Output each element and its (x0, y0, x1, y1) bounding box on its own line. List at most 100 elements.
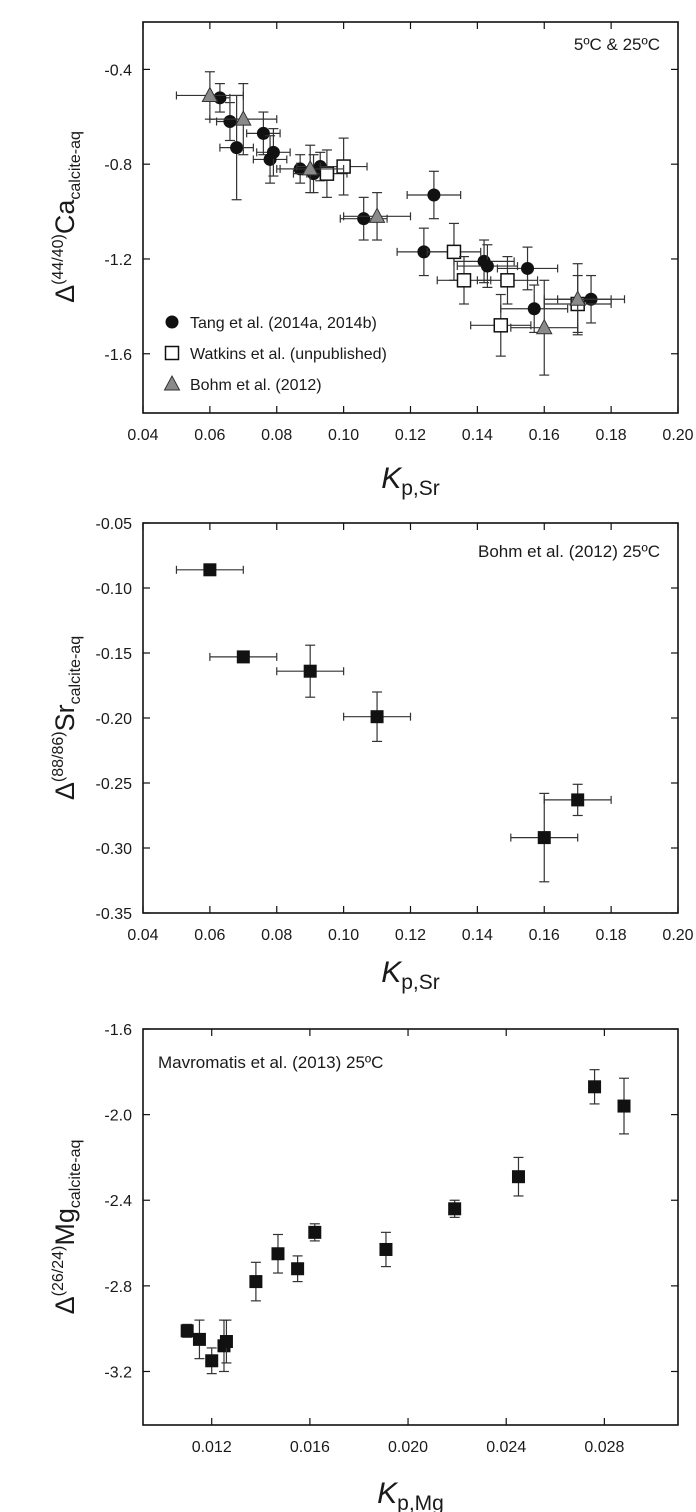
legend-label: Watkins et al. (unpublished) (190, 346, 387, 363)
data-point (493, 318, 509, 333)
series-3 (175, 71, 612, 376)
data-point (500, 273, 515, 288)
data-point (230, 141, 244, 155)
y-axis-label: Δ(88/86)Srcalcite-aq (50, 636, 84, 800)
data-point (249, 1275, 263, 1289)
data-point (448, 1202, 462, 1216)
x-axis-label: Kp,Sr (381, 956, 440, 994)
data-point (456, 273, 472, 288)
x-tick-label: 0.16 (529, 927, 560, 944)
data-point (511, 1170, 525, 1184)
legend-entry: Watkins et al. (unpublished) (164, 345, 387, 363)
y-tick-label: -2.8 (104, 1279, 132, 1296)
x-tick-label: 0.08 (261, 927, 292, 944)
data-point (180, 1324, 194, 1338)
data-point (256, 126, 270, 140)
series-1 (175, 563, 612, 883)
legend-marker (165, 315, 179, 329)
y-tick-label: -0.10 (96, 581, 133, 598)
legend-label: Tang et al. (2014a, 2014b) (190, 315, 377, 332)
data-point (303, 664, 317, 678)
x-tick-label: 0.16 (529, 427, 560, 444)
data-point (379, 1242, 393, 1256)
y-tick-label: -0.05 (96, 516, 133, 533)
data-point (308, 1225, 322, 1239)
data-point (427, 188, 441, 202)
x-axis-label: Kp,Mg (377, 1477, 444, 1512)
data-point (234, 110, 252, 126)
legend-entry: Tang et al. (2014a, 2014b) (165, 315, 377, 332)
y-tick-label: -3.2 (104, 1364, 132, 1381)
data-point (571, 793, 585, 807)
x-tick-label: 0.10 (328, 427, 359, 444)
data-point (266, 145, 280, 159)
y-tick-label: -2.0 (104, 1108, 132, 1125)
chart-annotation: Mavromatis et al. (2013) 25ºC (158, 1053, 383, 1072)
y-tick-label: -0.25 (96, 776, 133, 793)
data-point (537, 831, 551, 845)
data-point (617, 1099, 631, 1113)
x-tick-label: 0.016 (290, 1439, 330, 1456)
data-point (480, 259, 494, 273)
x-tick-label: 0.06 (194, 427, 225, 444)
data-point (203, 563, 217, 577)
x-tick-label: 0.04 (127, 427, 158, 444)
x-tick-label: 0.08 (261, 427, 292, 444)
y-tick-label: -0.20 (96, 711, 133, 728)
y-tick-label: -0.4 (104, 62, 132, 79)
data-point (368, 207, 386, 223)
data-point (319, 166, 335, 181)
data-point (370, 710, 384, 724)
data-point (446, 244, 462, 260)
data-point (223, 115, 237, 129)
y-tick-label: -0.8 (104, 157, 132, 174)
x-axis-label: Kp,Sr (381, 462, 440, 500)
x-tick-label: 0.18 (596, 927, 627, 944)
x-tick-label: 0.020 (388, 1439, 428, 1456)
data-point (192, 1332, 206, 1346)
legend-marker (164, 345, 180, 361)
series-1 (209, 83, 626, 334)
chart-3: 0.012 0.016 0.020 0.024 0.028 -1.6 -2.0 -2.4 -2.… (50, 1022, 679, 1512)
y-axis-label: Δ(26/24)Mgcalcite-aq (50, 1140, 84, 1315)
legend-marker (163, 374, 181, 391)
legend-entry: Bohm et al. (2012) (163, 374, 322, 394)
chart-1: 0.04 0.06 0.08 0.10 0.12 0.14 0.16 0.18 0.20 -0.4… (50, 21, 694, 500)
x-tick-label: 0.06 (194, 927, 225, 944)
data-point (271, 1247, 285, 1261)
data-point (357, 212, 371, 226)
legend-label: Bohm et al. (2012) (190, 377, 322, 394)
x-tick-label: 0.14 (462, 927, 493, 944)
data-point (535, 318, 553, 335)
x-tick-label: 0.14 (462, 427, 493, 444)
data-point (527, 302, 541, 316)
x-tick-label: 0.20 (662, 427, 693, 444)
data-point (521, 261, 535, 275)
x-tick-label: 0.12 (395, 427, 426, 444)
data-point (205, 1354, 219, 1368)
x-tick-label: 0.20 (662, 927, 693, 944)
series-1 (180, 1069, 631, 1375)
x-tick-label: 0.028 (584, 1439, 624, 1456)
y-axis-label: Δ(44/40)Cacalcite-aq (50, 131, 84, 303)
data-point (291, 1262, 305, 1276)
x-tick-label: 0.10 (328, 927, 359, 944)
data-point (236, 650, 250, 664)
data-point (219, 1335, 233, 1349)
x-tick-label: 0.12 (395, 927, 426, 944)
y-tick-label: -0.35 (96, 906, 133, 923)
y-tick-label: -0.15 (96, 646, 133, 663)
plot-frame (142, 1028, 679, 1426)
data-point (301, 159, 319, 176)
x-tick-label: 0.18 (596, 427, 627, 444)
chart-annotation: Bohm et al. (2012) 25ºC (478, 542, 660, 561)
y-tick-label: -0.30 (96, 841, 133, 858)
data-point (588, 1080, 602, 1094)
data-point (201, 86, 219, 102)
chart-annotation: 5ºC & 25ºC (574, 35, 660, 54)
x-tick-label: 0.04 (127, 927, 158, 944)
y-tick-label: -1.6 (104, 1022, 132, 1039)
data-point (569, 290, 587, 306)
y-tick-label: -2.4 (104, 1193, 132, 1210)
